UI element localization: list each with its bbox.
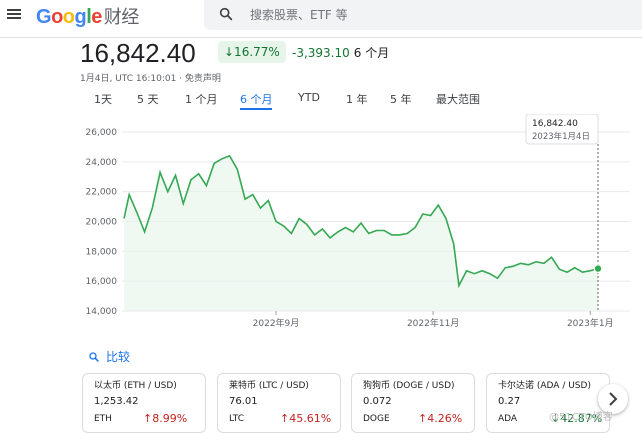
y-tick-label: 22,000: [86, 188, 118, 198]
y-tick-label: 16,000: [86, 277, 118, 287]
card-symbol: DOGE: [363, 414, 390, 424]
change-absolute: -3,393.10 6 个月: [292, 44, 389, 61]
y-tick-label: 14,000: [86, 307, 118, 317]
price-area-fill: [124, 155, 598, 311]
top-bar: Google 财经: [0, 0, 642, 34]
y-tick-label: 20,000: [86, 218, 118, 228]
card-value: 1,253.42: [94, 396, 139, 407]
card-name: 莱特币 (LTC / USD): [229, 381, 309, 391]
card-name: 卡尔达诺 (ADA / USD): [498, 381, 591, 391]
tooltip-box: [525, 114, 599, 145]
card-value: 0.27: [498, 396, 521, 407]
change-percent-badge: ↓16.77%: [218, 41, 286, 63]
card-change: ↓42.87%: [551, 412, 603, 425]
y-axis-labels: 26,000 24,000 22,000 20,000 18,000 16,000 14,0…: [86, 128, 118, 317]
change-absolute-value: -3,393.10: [292, 46, 350, 60]
compare-card-ada[interactable]: 卡尔达诺 (ADA / USD) 0.27 ADA ↓42.87%: [486, 373, 610, 433]
card-value: 0.072: [363, 396, 392, 407]
y-tick-label: 18,000: [86, 247, 118, 257]
card-change: ↑4.26%: [418, 412, 463, 425]
y-tick-label: 24,000: [86, 158, 118, 168]
x-tick-label: 2022年9月: [253, 317, 300, 329]
tab-5-days[interactable]: 5 天: [137, 93, 159, 106]
hover-point: [593, 264, 603, 274]
logo-suffix: 财经: [103, 7, 140, 28]
compare-button[interactable]: 比较: [88, 348, 130, 365]
search-input[interactable]: [248, 4, 612, 26]
card-name: 狗狗币 (DOGE / USD): [363, 381, 455, 391]
search-icon[interactable]: [218, 6, 234, 22]
chevron-right-icon: [609, 392, 618, 406]
search-bar[interactable]: [204, 0, 642, 30]
tab-max[interactable]: 最大范围: [436, 93, 480, 106]
watermark: @51CTO博客: [549, 412, 613, 423]
price-line: [123, 154, 599, 289]
search-icon: [89, 352, 99, 362]
x-tick-label: 2023年1月: [567, 317, 614, 329]
change-period: 6 个月: [353, 46, 390, 60]
menu-icon[interactable]: [7, 7, 21, 21]
x-axis-labels: 2022年9月 2022年11月 2023年1月: [253, 311, 614, 329]
card-symbol: ADA: [498, 414, 518, 424]
tab-1-year[interactable]: 1 年: [346, 93, 368, 106]
tab-ytd[interactable]: YTD: [298, 91, 320, 104]
card-value: 76.01: [229, 396, 258, 407]
tab-5-years[interactable]: 5 年: [390, 93, 412, 106]
active-tab-indicator: [240, 108, 272, 110]
price-chart[interactable]: 26,000 24,000 22,000 20,000 18,000 16,000 14,0…: [0, 114, 642, 336]
tooltip-date: 2023年1月4日: [532, 131, 590, 142]
y-tick-label: 26,000: [86, 128, 118, 138]
compare-card-doge[interactable]: 狗狗币 (DOGE / USD) 0.072 DOGE ↑4.26%: [351, 373, 475, 433]
next-cards-button[interactable]: [598, 384, 628, 414]
quote-timestamp[interactable]: 1月4日, UTC 16:10:01 · 免责声明: [80, 74, 221, 84]
tab-1-month[interactable]: 1 个月: [185, 93, 218, 106]
card-name: 以太币 (ETH / USD): [94, 381, 177, 391]
chart-tooltip: 16,842.40 2023年1月4日: [525, 114, 599, 145]
card-change: ↑8.99%: [143, 412, 188, 425]
tab-6-months[interactable]: 6 个月: [240, 93, 273, 106]
card-symbol: LTC: [229, 414, 245, 424]
x-tick-label: 2022年11月: [407, 317, 459, 329]
card-symbol: ETH: [94, 414, 112, 424]
tooltip-value: 16,842.40: [532, 119, 578, 129]
compare-label: 比较: [106, 350, 131, 364]
header-divider: [0, 37, 642, 38]
compare-card-ltc[interactable]: 莱特币 (LTC / USD) 76.01 LTC ↑45.61%: [217, 373, 341, 433]
current-price: 16,842.40: [80, 38, 196, 68]
card-change: ↑45.61%: [280, 412, 332, 425]
tab-1-day[interactable]: 1天: [94, 93, 112, 106]
google-finance-logo[interactable]: Google 财经: [36, 6, 140, 28]
compare-card-eth[interactable]: 以太币 (ETH / USD) 1,253.42 ETH ↑8.99%: [82, 373, 206, 433]
